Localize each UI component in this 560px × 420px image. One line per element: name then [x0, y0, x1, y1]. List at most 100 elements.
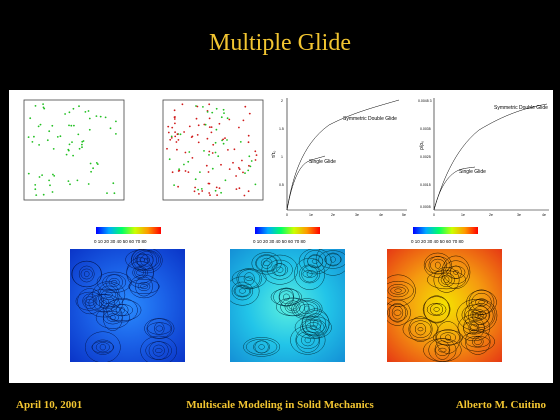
dislocation-dot — [254, 183, 257, 186]
contour-line — [102, 304, 123, 331]
contour-line — [444, 334, 452, 341]
contour-line — [303, 250, 327, 273]
dislocation-dot — [174, 135, 177, 138]
dislocation-dot — [211, 167, 214, 170]
dislocation-dot — [177, 139, 180, 141]
contour-line — [472, 305, 490, 326]
contour-line — [471, 292, 492, 312]
dislocation-dot — [222, 108, 225, 111]
contour-line — [311, 258, 319, 264]
contour-map-3 — [387, 249, 502, 362]
dislocation-dot — [248, 155, 251, 158]
x-tick: 2e — [489, 213, 493, 217]
dislocation-dot — [33, 135, 35, 138]
contour-line — [387, 274, 416, 307]
dislocation-dot — [228, 118, 231, 121]
dislocation-dot — [239, 141, 242, 143]
dislocation-dot — [184, 170, 187, 172]
dislocation-dot — [52, 173, 54, 176]
contour-line — [305, 322, 321, 333]
dislocation-dot — [95, 115, 98, 117]
density-strain-plot: Symmetric Double Glide Single Glide ρ/ρ₀… — [418, 98, 549, 217]
contour-line — [98, 297, 110, 309]
dislocation-dot — [76, 179, 79, 182]
y-tick: 0.0025 — [420, 155, 431, 159]
dislocation-dot — [195, 105, 197, 107]
dislocation-dot — [90, 170, 92, 173]
contour-line — [108, 277, 120, 287]
dislocation-dot — [173, 118, 176, 120]
contour-line — [245, 276, 254, 281]
contour-line — [140, 283, 148, 290]
contour-line — [450, 265, 462, 280]
dislocation-dot — [51, 191, 54, 193]
dislocation-dot — [87, 110, 90, 112]
contour-line — [110, 314, 116, 321]
dislocation-dot — [211, 111, 214, 114]
contour-line — [460, 331, 495, 352]
dislocation-dot — [210, 126, 213, 128]
dislocation-dot — [235, 175, 238, 177]
contour-line — [253, 340, 271, 354]
contour-line — [276, 266, 284, 273]
contour-line — [446, 265, 466, 279]
dislocation-dot — [197, 141, 200, 144]
dislocation-dot — [46, 139, 49, 142]
contour-line — [439, 332, 457, 343]
colorbar-labels: 0 10 20 30 40 50 60 70 80 — [94, 239, 147, 244]
contour-line — [96, 271, 132, 293]
contour-line — [307, 254, 324, 269]
dislocation-dot — [81, 146, 83, 149]
curve-label-single: Single Glide — [309, 159, 336, 165]
contour-line — [427, 270, 466, 290]
dislocation-dot — [202, 106, 204, 108]
contour-line — [155, 325, 163, 332]
dislocation-dot — [27, 172, 30, 175]
contour-line — [95, 306, 130, 329]
dislocation-dot — [244, 172, 246, 174]
contour-line — [294, 257, 326, 290]
contour-line — [230, 276, 260, 306]
contour-line — [125, 249, 160, 270]
dislocation-dot — [68, 143, 71, 146]
dislocation-dot — [237, 166, 240, 169]
dislocation-dot — [171, 171, 174, 174]
contour-line — [304, 337, 311, 344]
contour-line — [423, 252, 452, 278]
contour-line — [302, 319, 325, 336]
dislocation-dot — [42, 193, 45, 196]
dislocation-dot — [53, 175, 56, 177]
contour-line — [99, 285, 118, 305]
dislocation-dot — [78, 105, 80, 108]
contour-line — [233, 284, 252, 298]
contour-line — [414, 323, 427, 336]
contour-line — [472, 336, 484, 348]
dislocation-dot — [249, 165, 252, 168]
dislocation-dot — [200, 188, 203, 190]
contour-line — [290, 325, 326, 355]
dislocation-dot — [224, 137, 226, 139]
contour-line — [95, 342, 110, 353]
dislocation-dot — [72, 107, 75, 110]
dislocation-dot — [203, 150, 205, 152]
dislocation-dot — [214, 141, 217, 144]
dislocation-dot — [34, 188, 37, 191]
dislocation-dot — [169, 138, 172, 141]
contour-line — [330, 256, 336, 263]
contour-line — [295, 301, 319, 317]
y-tick: 1.5 — [279, 127, 284, 131]
contour-line — [435, 321, 461, 354]
contour-line — [243, 272, 255, 286]
dislocation-dot — [67, 148, 70, 151]
dislocation-dot — [197, 124, 200, 127]
stress-strain-plot: Symmetric Double Glide Single Glide τ/τ₀… — [271, 98, 407, 217]
contour-line — [266, 259, 293, 280]
contour-line — [261, 254, 299, 285]
dislocation-dot — [218, 187, 221, 189]
y-tick: 2 — [281, 99, 283, 103]
contour-line — [147, 322, 172, 335]
dislocation-dot — [214, 151, 217, 154]
curve-double-glide — [433, 103, 548, 211]
contour-line — [300, 318, 327, 337]
contour-line — [457, 314, 491, 342]
